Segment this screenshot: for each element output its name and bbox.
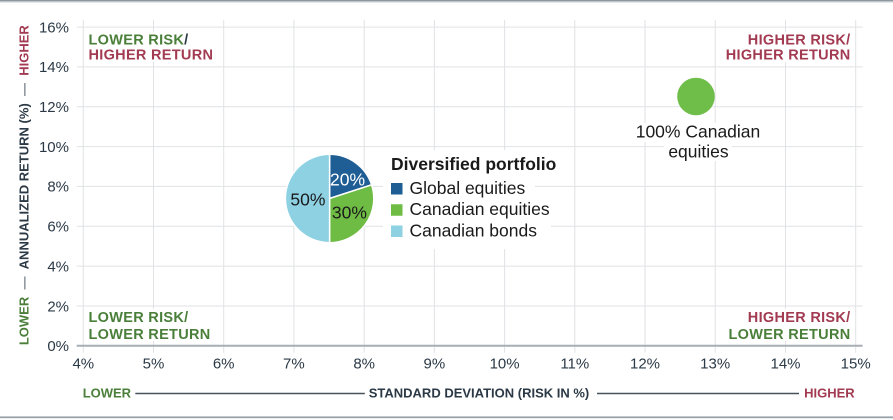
svg-text:STANDARD DEVIATION (RISK IN %): STANDARD DEVIATION (RISK IN %)	[369, 385, 590, 400]
svg-text:8%: 8%	[47, 179, 69, 196]
svg-text:HIGHER RISK/: HIGHER RISK/	[748, 33, 851, 49]
svg-text:HIGHER RISK/: HIGHER RISK/	[748, 310, 851, 326]
svg-text:4%: 4%	[47, 258, 69, 275]
svg-text:equities: equities	[668, 142, 729, 162]
svg-text:13%: 13%	[700, 356, 730, 373]
svg-text:10%: 10%	[490, 356, 520, 373]
svg-text:11%: 11%	[560, 356, 589, 373]
svg-text:Canadian bonds: Canadian bonds	[410, 220, 538, 240]
svg-text:15%: 15%	[841, 356, 871, 373]
svg-text:5%: 5%	[143, 356, 165, 373]
svg-text:30%: 30%	[332, 203, 367, 223]
svg-text:HIGHER: HIGHER	[804, 385, 855, 400]
svg-text:LOWER RISK/: LOWER RISK/	[89, 33, 189, 49]
svg-text:14%: 14%	[39, 59, 69, 76]
svg-text:50%: 50%	[290, 190, 325, 210]
svg-text:8%: 8%	[353, 356, 375, 373]
svg-text:100% Canadian: 100% Canadian	[636, 121, 761, 141]
svg-text:HIGHER RETURN: HIGHER RETURN	[89, 48, 214, 64]
svg-text:12%: 12%	[39, 99, 69, 116]
svg-text:LOWER: LOWER	[83, 385, 132, 400]
svg-text:LOWER RETURN: LOWER RETURN	[89, 327, 211, 343]
svg-text:LOWER RETURN: LOWER RETURN	[728, 327, 850, 343]
svg-text:14%: 14%	[770, 356, 800, 373]
svg-text:10%: 10%	[39, 139, 69, 156]
svg-text:12%: 12%	[630, 356, 660, 373]
svg-text:20%: 20%	[330, 169, 365, 189]
svg-text:16%: 16%	[39, 19, 69, 36]
svg-text:9%: 9%	[424, 356, 446, 373]
svg-text:6%: 6%	[47, 219, 69, 236]
svg-text:0%: 0%	[47, 338, 69, 355]
svg-text:4%: 4%	[72, 356, 94, 373]
svg-text:Canadian equities: Canadian equities	[410, 199, 550, 219]
svg-text:7%: 7%	[283, 356, 305, 373]
svg-text:Diversified portfolio: Diversified portfolio	[391, 154, 556, 174]
svg-text:LOWER RISK/: LOWER RISK/	[89, 310, 189, 326]
svg-text:6%: 6%	[213, 356, 235, 373]
svg-text:LOWER — ANNUALIZED RETURN (%: LOWER — ANNUALIZED RETURN (%) — HIGHER	[17, 25, 32, 346]
svg-text:Global equities: Global equities	[410, 178, 526, 198]
svg-text:HIGHER RETURN: HIGHER RETURN	[726, 48, 851, 64]
svg-text:2%: 2%	[47, 298, 69, 315]
